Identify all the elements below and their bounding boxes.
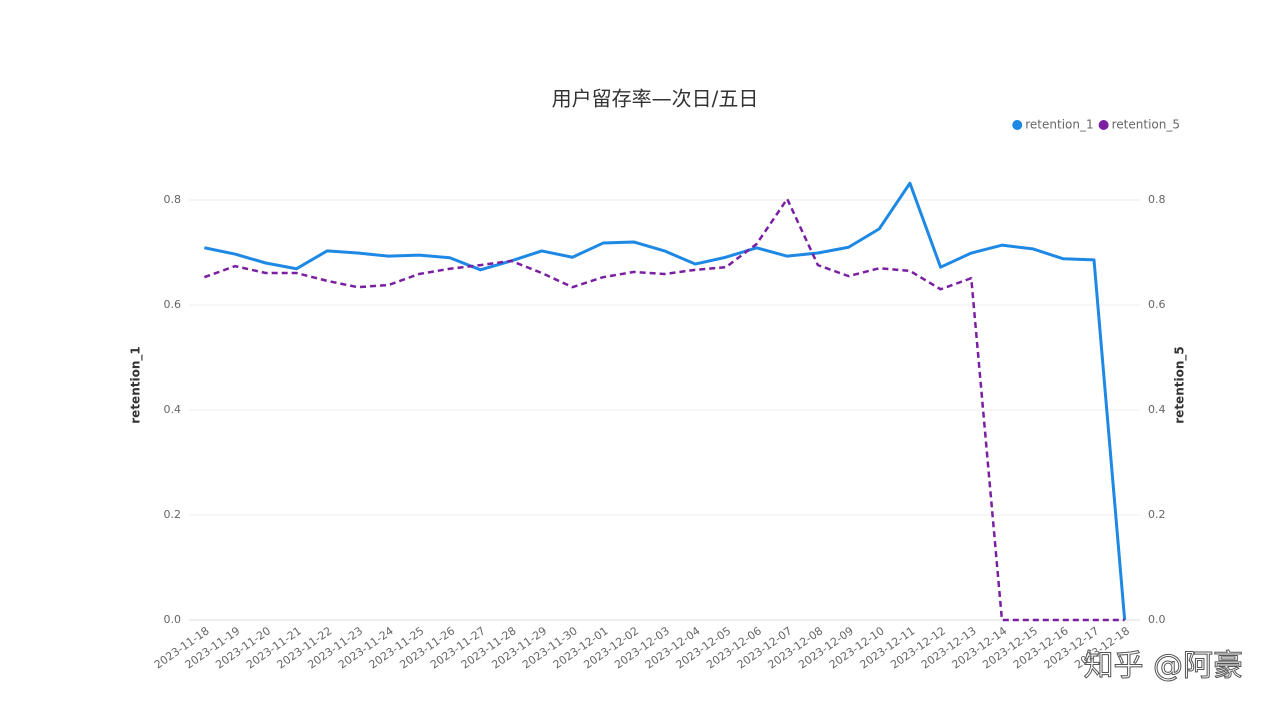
y2-tick-label: 0.6 xyxy=(1148,298,1166,311)
y2-tick-label: 0.0 xyxy=(1148,613,1166,626)
series-line xyxy=(204,181,1127,621)
legend-marker xyxy=(1012,120,1023,130)
y2-tick-label: 0.4 xyxy=(1148,403,1166,416)
watermark: 知乎 @阿豪 xyxy=(1083,649,1243,684)
y2-tick-label: 0.2 xyxy=(1148,508,1166,521)
series-line xyxy=(203,197,1125,622)
chart-title: 用户留存率—次日/五日 xyxy=(552,87,759,111)
legend-label: retention_1 xyxy=(1025,118,1093,132)
legend-marker xyxy=(1098,120,1109,130)
y-tick-label: 0.8 xyxy=(164,193,182,206)
y-tick-label: 0.0 xyxy=(164,613,182,626)
y2-tick-label: 0.8 xyxy=(1148,193,1166,206)
y2-axis-title: retention_5 xyxy=(1173,346,1188,423)
y-tick-label: 0.4 xyxy=(164,403,182,416)
y-axis-title: retention_1 xyxy=(129,346,144,423)
y-tick-label: 0.6 xyxy=(164,298,182,311)
y-tick-label: 0.2 xyxy=(164,508,182,521)
legend-label: retention_5 xyxy=(1112,118,1180,132)
